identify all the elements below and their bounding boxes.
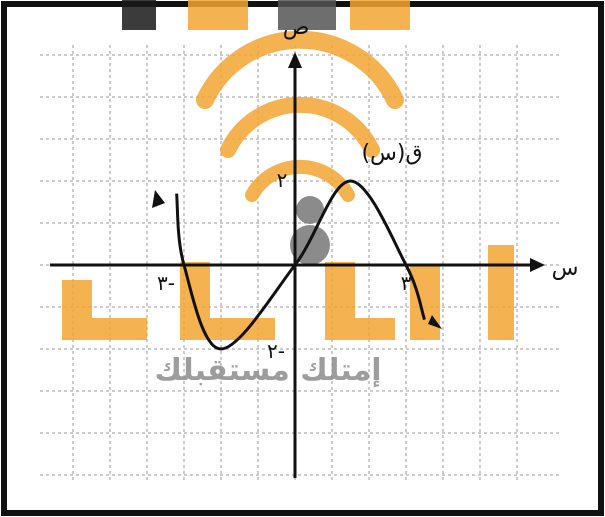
watermark-brand-letters xyxy=(62,245,514,340)
x-tick-label-negative: ٣- xyxy=(157,271,175,295)
x-axis-label: س xyxy=(552,256,579,281)
watermark-bar xyxy=(350,0,410,30)
watermark-bar xyxy=(278,0,336,30)
curve-label: ق(س) xyxy=(361,141,422,166)
watermark-logo: إمتلك مستقبلك xyxy=(62,0,514,388)
x-axis-arrow xyxy=(530,258,545,272)
watermark-bar xyxy=(188,0,248,30)
y-tick-label-negative: ٢- xyxy=(267,339,285,363)
watermark-signal-icon xyxy=(196,30,404,202)
function-curve xyxy=(175,179,426,351)
watermark-dot xyxy=(296,196,324,224)
curve-arrow-right xyxy=(428,315,442,329)
y-axis-arrow xyxy=(288,52,302,68)
y-tick-label-positive: ٢ xyxy=(277,168,288,192)
watermark-bar xyxy=(122,0,156,30)
y-axis-label: ص xyxy=(283,15,310,40)
watermark-tagline: إمتلك مستقبلك xyxy=(154,353,381,388)
curve-arrow-left xyxy=(152,190,165,208)
x-tick-label-positive: ٣ xyxy=(401,271,412,295)
